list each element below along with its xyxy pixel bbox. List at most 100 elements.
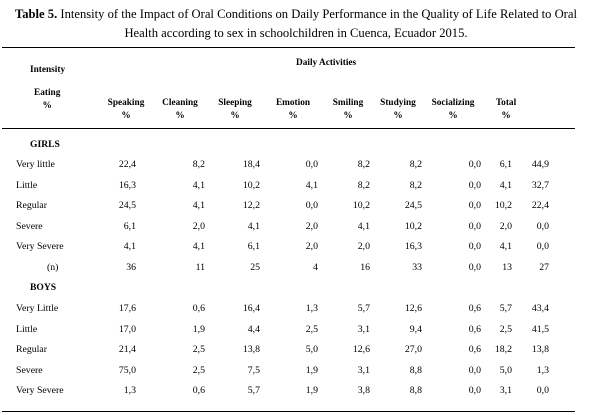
table-cell: 5,0	[305, 344, 318, 355]
table-cell: 4,1	[499, 241, 512, 252]
table-cell: 2,5	[192, 365, 205, 376]
column-header-unit: %	[230, 111, 240, 121]
table-cell: 0,6	[468, 303, 481, 314]
table-cell: 0,0	[468, 365, 481, 376]
table-cell: 1,9	[192, 324, 205, 335]
table-cell: 27	[539, 262, 549, 273]
table-cell: 8,8	[409, 385, 422, 396]
table-cell: 0,6	[192, 303, 205, 314]
intensity-header: Intensity	[30, 65, 66, 75]
table-cell: 1,9	[305, 365, 318, 376]
table-cell: 2,5	[305, 324, 318, 335]
column-header-label: Cleaning	[162, 98, 198, 108]
table-row: Very Severe 1,3 0,6 5,7 1,9 3,8 8,8 0,0 3,1 0,0	[0, 385, 590, 403]
table-cell: 0,0	[468, 159, 481, 170]
table-cell: 10,2	[242, 180, 260, 191]
table-cell: 22,4	[118, 159, 136, 170]
row-label: Little	[16, 180, 38, 191]
table-cell: 4,1	[499, 180, 512, 191]
table-cell: 16	[360, 262, 370, 273]
table-cell: 0,0	[536, 241, 549, 252]
table-cell: 13,8	[531, 344, 549, 355]
table-cell: 1,3	[536, 365, 549, 376]
column-header-unit: %	[175, 111, 185, 121]
column-header-label: Emotion	[275, 98, 311, 108]
column-header-label: Total	[495, 98, 517, 108]
table-cell: 12,6	[404, 303, 422, 314]
table-cell: 9,4	[409, 324, 422, 335]
column-header-unit: %	[501, 111, 511, 121]
table-cell: 5,7	[357, 303, 370, 314]
table-cell: 43,4	[531, 303, 549, 314]
column-header-label: Speaking	[107, 98, 145, 108]
table-cell: 16,4	[242, 303, 260, 314]
table-cell: 8,2	[357, 159, 370, 170]
table-cell: 8,2	[409, 180, 422, 191]
table-cell: 1,3	[123, 385, 136, 396]
table-cell: 0,0	[468, 241, 481, 252]
table-cell: 6,1	[247, 241, 260, 252]
row-label: Regular	[16, 200, 48, 211]
column-header: Total%	[496, 97, 516, 123]
table-cell: 11	[195, 262, 205, 273]
table-cell: 6,1	[123, 221, 136, 232]
table-cell: 0,6	[468, 344, 481, 355]
table-cell: 3,1	[499, 385, 512, 396]
column-header-unit: %	[393, 111, 403, 121]
table-cell: 12,2	[242, 200, 260, 211]
table-cell: 18,2	[494, 344, 512, 355]
eating-header-unit: %	[42, 101, 52, 111]
row-label: Little	[16, 324, 38, 335]
column-header: Cleaning%	[162, 97, 198, 123]
table-row: Severe 75,0 2,5 7,5 1,9 3,1 8,8 0,0 5,0 1,3	[0, 365, 590, 383]
table-cell: 2,5	[499, 324, 512, 335]
table-cell: 4,1	[192, 241, 205, 252]
table-cell: 0,0	[468, 385, 481, 396]
table-cell: 33	[412, 262, 422, 273]
table-cell: 0,0	[305, 200, 318, 211]
table-cell: 4,1	[305, 180, 318, 191]
table-cell: 25	[250, 262, 260, 273]
table-row: Little 17,0 1,9 4,4 2,5 3,1 9,4 0,6 2,5 41,5	[0, 324, 590, 342]
table-cell: 4,1	[192, 180, 205, 191]
table-cell: 0,0	[536, 385, 549, 396]
table-row: Very Little 17,6 0,6 16,4 1,3 5,7 12,6 0,6 5,7 43…	[0, 303, 590, 321]
table-cell: 24,5	[118, 200, 136, 211]
table-cell: 1,3	[305, 303, 318, 314]
table-row: Severe 6,1 2,0 4,1 2,0 4,1 10,2 0,0 2,0 0,0	[0, 221, 590, 239]
table-cell: 2,0	[192, 221, 205, 232]
table-cell: 13,8	[242, 344, 260, 355]
table-cell: 0,0	[468, 200, 481, 211]
table-cell: 8,2	[409, 159, 422, 170]
column-header: Speaking%	[108, 97, 145, 123]
table-row: Regular 24,5 4,1 12,2 0,0 10,2 24,5 0,0 10,2 22,4	[0, 200, 590, 218]
table-cell: 5,7	[247, 385, 260, 396]
boys-section-title: BOYS	[30, 282, 57, 293]
column-header-label: Socializing	[431, 98, 475, 108]
row-label: Severe	[16, 221, 43, 232]
table-row: Little 16,3 4,1 10,2 4,1 8,2 8,2 0,0 4,1 32,7	[0, 180, 590, 198]
table-cell: 2,0	[499, 221, 512, 232]
column-header: Sleeping%	[218, 97, 252, 123]
table-cell: 2,5	[192, 344, 205, 355]
daily-activities-header: Daily Activities	[296, 58, 357, 68]
table-cell: 4,1	[123, 241, 136, 252]
table-cell: 24,5	[404, 200, 422, 211]
table-cell: 4,1	[192, 200, 205, 211]
eating-header-label: Eating	[34, 88, 61, 98]
column-header: Smiling%	[333, 97, 363, 123]
table-caption-text: Intensity of the Impact of Oral Conditio…	[60, 7, 577, 40]
row-label: (n)	[47, 262, 59, 273]
column-header: Socializing%	[432, 97, 475, 123]
eating-header: Eating %	[34, 88, 60, 111]
table-cell: 8,2	[357, 180, 370, 191]
table-cell: 3,8	[357, 385, 370, 396]
table-cell: 3,1	[357, 365, 370, 376]
table-cell: 2,0	[305, 241, 318, 252]
table-cell: 21,4	[118, 344, 136, 355]
column-header-unit: %	[121, 111, 131, 121]
column-header-label: Sleeping	[218, 98, 252, 108]
table-cell: 8,8	[409, 365, 422, 376]
column-header-unit: %	[448, 111, 458, 121]
table-cell: 32,7	[531, 180, 549, 191]
